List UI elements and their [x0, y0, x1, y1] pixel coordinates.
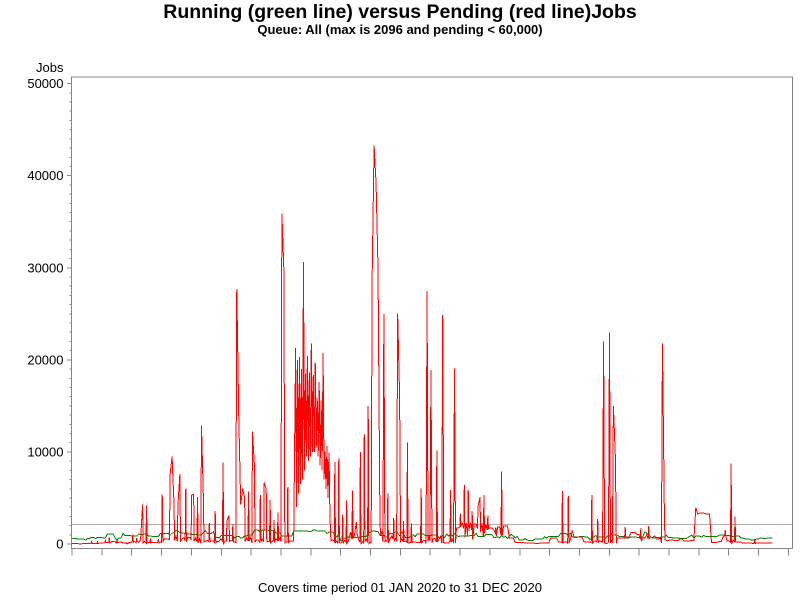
y-axis-title: Jobs: [36, 60, 64, 75]
chart-footnote: Covers time period 01 JAN 2020 to 31 DEC…: [258, 580, 542, 595]
y-tick-label: 40000: [27, 168, 63, 183]
y-tick-label: 10000: [27, 444, 63, 459]
series-pending-line: [72, 145, 773, 546]
y-tick-label: 20000: [27, 352, 63, 367]
y-tick-label: 50000: [27, 76, 63, 91]
plot-frame: [71, 76, 793, 549]
chart-title: Running (green line) versus Pending (red…: [163, 1, 637, 23]
chart-subtitle: Queue: All (max is 2096 and pending < 60…: [257, 22, 543, 37]
y-tick-label: 0: [56, 537, 63, 552]
y-tick-label: 30000: [27, 260, 63, 275]
